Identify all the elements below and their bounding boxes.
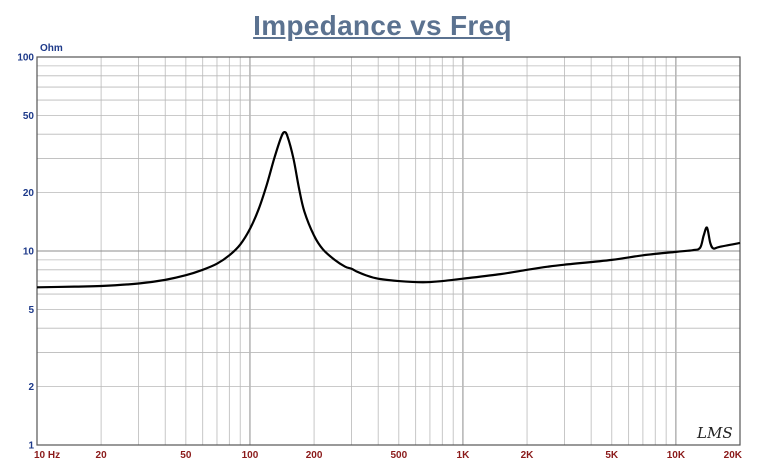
x-tick-label: 1K [457, 450, 471, 461]
impedance-curve [36, 130, 741, 289]
watermark-logo: LMS [696, 424, 733, 442]
y-tick-label: 20 [23, 188, 35, 199]
x-tick-labels: 10 Hz 20 50 100 200 500 1K 2K 5K 10K 20K [34, 450, 743, 461]
plot-frame [36, 56, 741, 446]
y-tick-labels: 100 50 20 10 5 2 1 [17, 53, 34, 452]
x-tick-label: 100 [242, 450, 259, 461]
x-tick-label: 200 [306, 450, 323, 461]
chart-title: Impedance vs Freq [253, 10, 512, 41]
x-tick-label: 20 [96, 450, 108, 461]
x-tick-label: 20K [724, 450, 743, 461]
x-tick-label: 10 Hz [34, 450, 60, 461]
x-tick-label: 2K [521, 450, 535, 461]
x-tick-label: 5K [605, 450, 619, 461]
x-tick-label: 50 [180, 450, 192, 461]
y-tick-label: 10 [23, 247, 35, 258]
y-tick-label: 1 [28, 441, 34, 452]
data-points [37, 132, 740, 287]
x-tick-label: 10K [667, 450, 686, 461]
y-axis-unit-label: Ohm [40, 43, 63, 54]
y-tick-label: 50 [23, 111, 35, 122]
grid [36, 57, 741, 446]
y-tick-label: 100 [17, 53, 34, 64]
y-tick-label: 5 [28, 305, 34, 316]
x-tick-label: 500 [390, 450, 407, 461]
y-tick-label: 2 [28, 382, 34, 393]
